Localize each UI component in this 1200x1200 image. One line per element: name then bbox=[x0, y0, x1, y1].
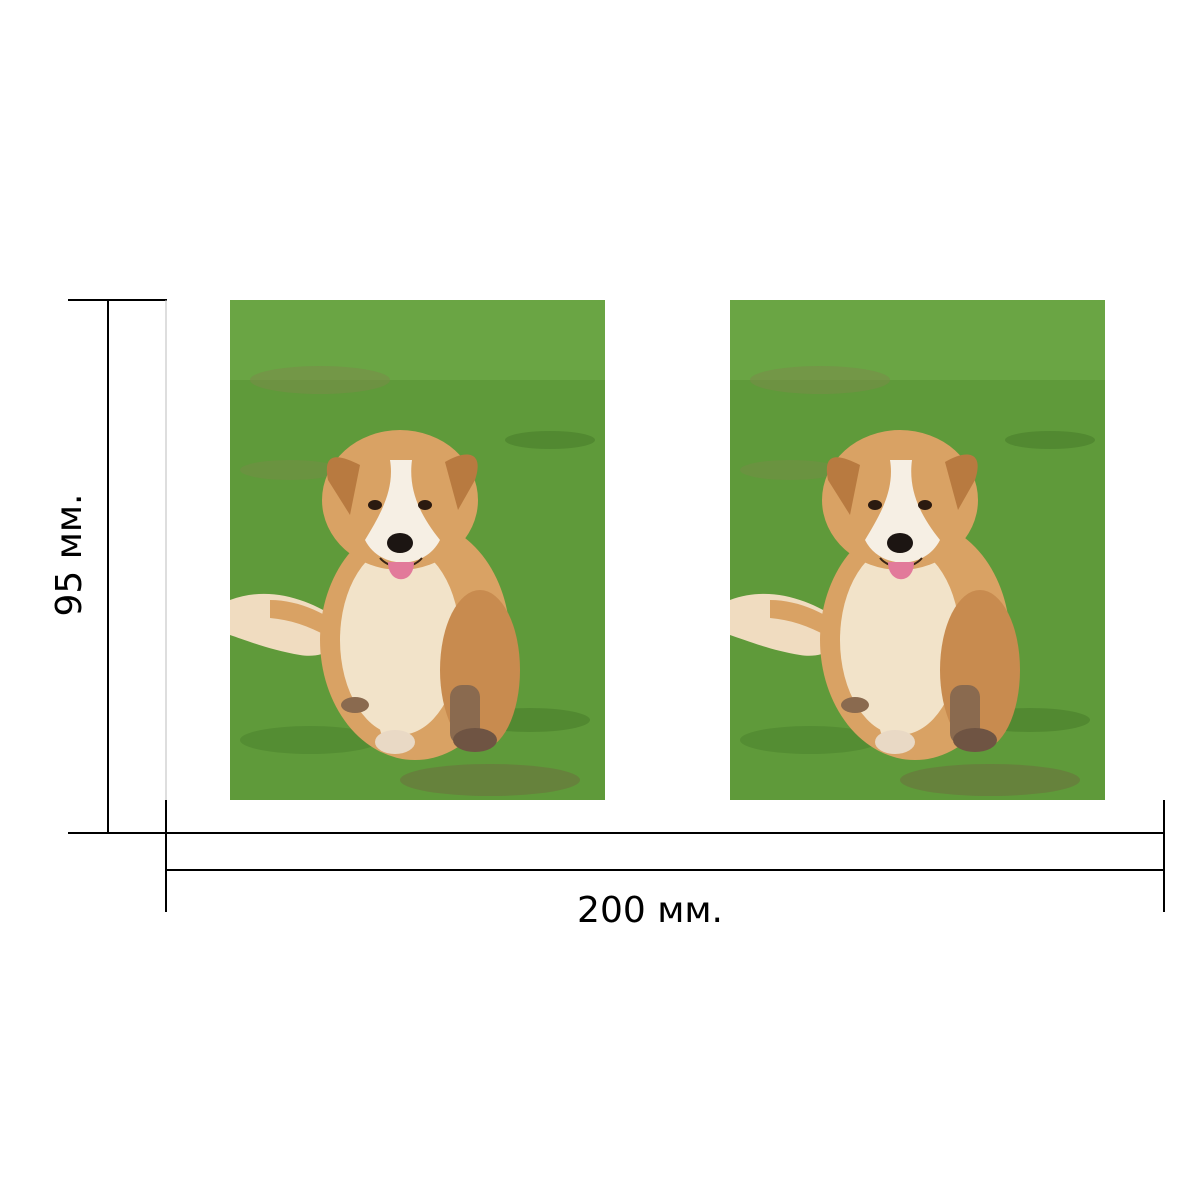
dog-photo-right bbox=[730, 300, 1105, 800]
height-dimension bbox=[68, 299, 167, 834]
width-dimension-label: 200 мм. bbox=[577, 890, 723, 931]
dog-photo-image bbox=[230, 300, 605, 800]
height-dimension-label: 95 мм. bbox=[49, 493, 90, 617]
dog-photo-image bbox=[730, 300, 1105, 800]
dog-photo-left bbox=[230, 300, 605, 800]
width-dimension bbox=[165, 800, 1165, 912]
